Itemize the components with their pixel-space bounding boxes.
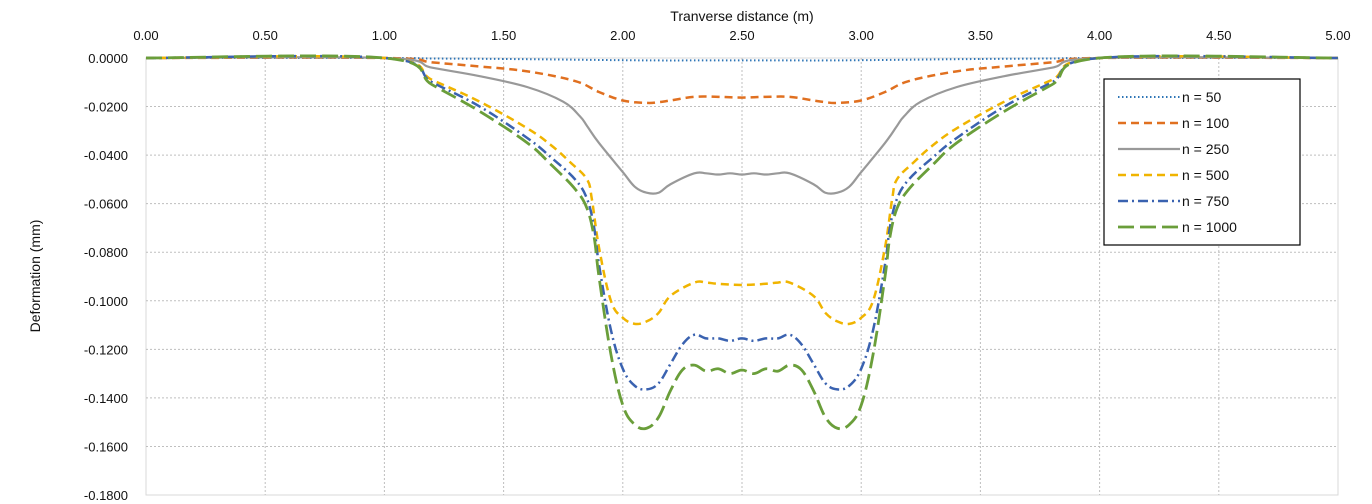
y-tick-label: -0.1000 [84,294,128,309]
x-tick-label: 0.00 [133,28,158,43]
y-tick-label: -0.0800 [84,245,128,260]
series-line-n-1000 [145,54,1339,431]
legend-label: n = 100 [1182,115,1229,131]
series-line-n-50 [145,56,1339,62]
x-tick-label: 1.50 [491,28,516,43]
y-tick-label: 0.0000 [88,51,128,66]
x-tick-labels: 0.00 0.50 1.00 1.50 2.00 2.50 3.00 3.50 4.00 4.50… [133,28,1350,43]
x-tick-label: 3.00 [849,28,874,43]
x-tick-label: 3.50 [968,28,993,43]
series-line-n-250 [145,56,1339,195]
legend-box [1103,78,1301,246]
x-tick-label: 5.00 [1325,28,1350,43]
series-line-n-500 [145,55,1339,326]
y-tick-label: -0.0600 [84,197,128,212]
y-axis-title: Deformation (mm) [27,220,43,333]
x-tick-label: 4.00 [1087,28,1112,43]
legend-label: n = 1000 [1182,219,1237,235]
y-tick-label: -0.0400 [84,148,128,163]
y-tick-labels: 0.0000 -0.0200 -0.0400 -0.0600 -0.0800 -0.100… [84,51,128,503]
x-tick-label: 1.00 [372,28,397,43]
x-tick-label: 4.50 [1206,28,1231,43]
y-tick-label: -0.1200 [84,342,128,357]
legend: n = 50 n = 100 n = 250 n = 500 n = 750 n = 10… [1103,78,1301,246]
series-lines [145,54,1339,431]
legend-label: n = 750 [1182,193,1229,209]
series-line-n-750 [145,54,1339,391]
x-tick-label: 0.50 [253,28,278,43]
y-tick-label: -0.0200 [84,100,128,115]
x-tick-label: 2.50 [729,28,754,43]
series-line-n-100 [145,56,1339,105]
y-tick-label: -0.1400 [84,391,128,406]
y-tick-label: -0.1600 [84,439,128,454]
x-axis-title: Tranverse distance (m) [670,8,813,24]
x-tick-label: 2.00 [610,28,635,43]
legend-label: n = 50 [1182,89,1222,105]
legend-label: n = 500 [1182,167,1229,183]
legend-label: n = 250 [1182,141,1229,157]
gridlines [146,58,1338,495]
y-tick-label: -0.1800 [84,488,128,503]
